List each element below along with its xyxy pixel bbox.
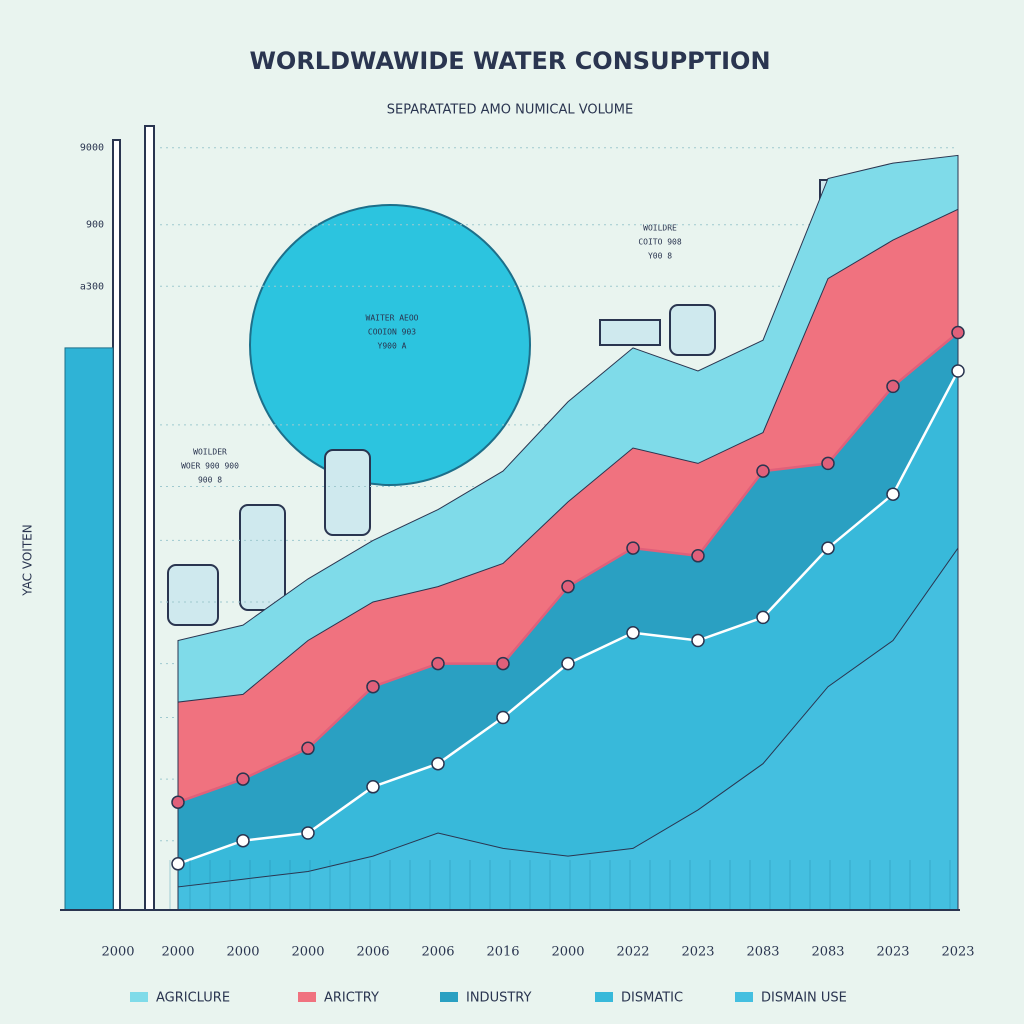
axis-tube (112, 139, 121, 911)
x-tick-label: 2000 (291, 945, 324, 960)
point (886, 379, 900, 394)
point (301, 826, 315, 840)
point (821, 541, 835, 555)
point (626, 541, 640, 555)
legend-label: AGRICLURE (156, 991, 230, 1006)
point (301, 741, 315, 756)
bar (64, 347, 114, 911)
point (626, 626, 640, 640)
point (236, 772, 250, 786)
annotation: WOILDER (193, 448, 227, 457)
annotation: COOION 903 (368, 328, 416, 337)
point (561, 656, 575, 671)
annotations: WAITER AEOO COOION 903 Y900 A WOILDER WOER 9… (181, 224, 682, 485)
legend-label: ARICTRY (324, 991, 379, 1006)
point (496, 656, 510, 671)
chart-subtitle: SEPARATATED AMO NUMICAL VOLUME (387, 103, 633, 118)
point (561, 579, 575, 594)
x-tick-label: 2000 (226, 945, 259, 960)
legend-label: DISMATIC (621, 991, 683, 1006)
annotation: WOILDRE (643, 224, 677, 233)
axis-tube (144, 125, 155, 911)
legend-label: DISMAIN USE (761, 991, 847, 1006)
annotation: COITO 908 (638, 238, 682, 247)
x-tick-label: 2006 (356, 945, 389, 960)
annotation: 900 8 (198, 476, 222, 485)
x-tick-label: 2006 (421, 945, 454, 960)
y-tick-label: 9000 (80, 143, 104, 154)
y-axis-label: YAC VOITEN (21, 524, 35, 596)
point (366, 679, 380, 694)
x-tick-label: 2083 (746, 945, 779, 960)
point (691, 633, 705, 648)
annotation: Y900 A (378, 342, 407, 351)
area (177, 546, 959, 911)
point (171, 795, 185, 809)
point (366, 780, 380, 794)
legend-label: INDUSTRY (466, 991, 531, 1006)
point (691, 549, 705, 563)
x-tick-label: 2083 (811, 945, 844, 960)
point (171, 857, 185, 871)
chart-title: WORLDWAWIDE WATER CONSUPPTION (249, 47, 770, 75)
x-tick-label: 2016 (486, 945, 519, 960)
x-tick-label: 2000 (101, 945, 134, 960)
annotation: WAITER AEOO (366, 314, 419, 323)
x-tick-label: 2000 (161, 945, 194, 960)
x-tick-label: 2023 (941, 945, 974, 960)
annotation: Y00 8 (648, 252, 672, 261)
decor-circle (249, 204, 531, 486)
point (431, 656, 445, 671)
legend-swatch (595, 992, 613, 1002)
legend-swatch (440, 992, 458, 1002)
x-tick-label: 2022 (616, 945, 649, 960)
legend-swatch (735, 992, 753, 1002)
point (951, 325, 965, 340)
point (951, 364, 965, 378)
x-tick-label: 2023 (681, 945, 714, 960)
legend-swatch (130, 992, 148, 1002)
legend-swatch (298, 992, 316, 1002)
point (886, 487, 900, 501)
point (756, 610, 770, 625)
point (821, 456, 835, 471)
point (236, 833, 250, 848)
x-tick-label: 2023 (876, 945, 909, 960)
y-tick-label: 900 (86, 220, 104, 231)
decor-factories (167, 179, 836, 626)
point (756, 464, 770, 478)
x-tick-label: 2000 (551, 945, 584, 960)
point (496, 710, 510, 725)
y-tick-label: a300 (80, 281, 104, 292)
point (431, 756, 445, 771)
annotation: WOER 900 900 (181, 462, 239, 471)
